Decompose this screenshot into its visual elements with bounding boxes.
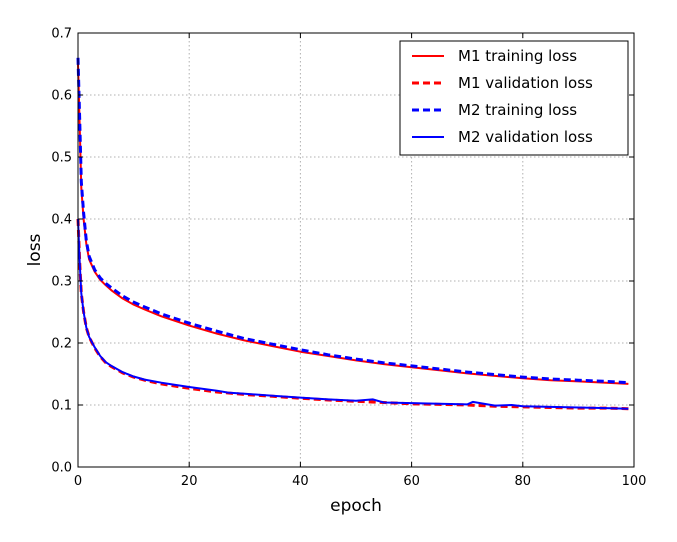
series-line-3 [76, 57, 629, 385]
x-tick-label: 40 [292, 474, 309, 489]
series-line-4 [77, 218, 629, 410]
y-tick-label: 0.3 [51, 275, 72, 290]
x-axis-label: epoch [330, 496, 382, 516]
x-tick-label: 80 [515, 474, 532, 489]
y-axis-label: loss [25, 233, 45, 266]
x-tick-label: 60 [403, 474, 420, 489]
legend-label: M1 validation loss [458, 74, 593, 92]
y-tick-label: 0.4 [51, 213, 72, 228]
x-tick-label: 20 [181, 474, 198, 489]
y-tick-label: 0.7 [51, 27, 72, 42]
tick-labels: 0 20 40 60 80 100 0.0 0.1 0.2 0.3 0.4 0.5 0.6 0.7 [51, 27, 646, 490]
x-tick-label: 0 [74, 474, 82, 489]
series-layer [76, 57, 629, 411]
ticks [77, 32, 635, 468]
legend-label: M2 training loss [458, 101, 577, 119]
x-tick-label: 100 [622, 474, 647, 489]
legend: M1 training loss M1 validation loss M2 tra… [399, 40, 629, 156]
y-tick-label: 0.0 [51, 461, 72, 476]
plot-frame [77, 32, 635, 468]
legend-label: M1 training loss [458, 47, 577, 65]
y-tick-label: 0.6 [51, 89, 72, 104]
y-tick-label: 0.5 [51, 151, 72, 166]
y-tick-label: 0.2 [51, 337, 72, 352]
legend-label: M2 validation loss [458, 128, 593, 146]
y-tick-label: 0.1 [51, 399, 72, 414]
